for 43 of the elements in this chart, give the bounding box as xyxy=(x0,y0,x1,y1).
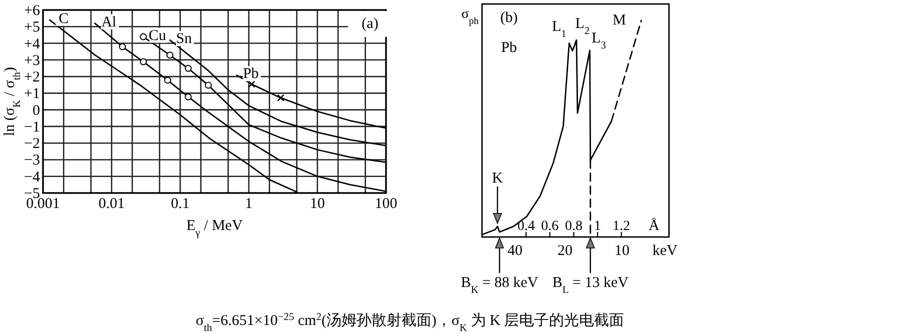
y-tick-label: −1 xyxy=(24,119,40,136)
y-tick-label: −4 xyxy=(24,169,40,186)
y-tick-label: +2 xyxy=(24,70,40,86)
x-tick-label: 1 xyxy=(245,196,253,212)
x-tick-label: 0.8 xyxy=(564,219,582,234)
series-label: Pb xyxy=(242,66,259,82)
series-label: C xyxy=(58,10,69,27)
annotation: M xyxy=(612,12,626,28)
annotation: B$_{L}$ = 13 keV xyxy=(552,275,629,296)
text: 40 xyxy=(508,243,522,259)
y-tick-label: +6 xyxy=(24,3,40,19)
x-tick-label: 1 xyxy=(594,219,602,234)
text: keV xyxy=(652,243,678,259)
text: 10 xyxy=(614,243,630,259)
text: 20 xyxy=(558,243,572,259)
x-tick-label: 100 xyxy=(374,196,398,212)
y-tick-label: −3 xyxy=(24,152,40,169)
series-label: Sn xyxy=(176,31,192,48)
y-tick-label: +3 xyxy=(24,52,40,69)
y-tick-label: −2 xyxy=(24,136,40,152)
annotation: (b) xyxy=(500,10,518,26)
x-tick-label: 0.01 xyxy=(98,196,125,212)
x-tick-label: 0.1 xyxy=(170,196,190,212)
x-tick-label: 0.6 xyxy=(541,219,559,234)
annotation: L$_{2}$ xyxy=(575,16,590,36)
x-tick-label: 10 xyxy=(310,196,325,212)
annotation: K xyxy=(492,170,504,186)
x-axis-title: Å xyxy=(648,217,660,234)
annotation: (a) xyxy=(362,16,378,32)
y-axis-title: σ$_{ph}$ xyxy=(461,7,479,26)
y-tick-label: 0 xyxy=(32,102,40,119)
series-label: Cu xyxy=(148,28,167,44)
annotation: Pb xyxy=(501,40,517,56)
text: σ$_{th}$=6.651×10$^{−25}$ cm$^{2}$(汤姆孙散射截面)，σ$_{K}$ 为 K 层电子的光电截面 xyxy=(196,312,624,333)
x-axis-title: E$_{γ}$ / MeV xyxy=(186,218,243,238)
annotation: L$_{1}$ xyxy=(552,19,566,40)
y-tick-label: +4 xyxy=(24,36,40,52)
y-tick-label: +1 xyxy=(24,86,40,102)
x-tick-label: 1.2 xyxy=(612,219,630,234)
annotation: L$_{3}$ xyxy=(592,30,606,51)
series-label: Al xyxy=(101,14,116,30)
y-tick-label: +5 xyxy=(24,20,40,36)
annotation: B$_{K}$ = 88 keV xyxy=(460,275,538,296)
